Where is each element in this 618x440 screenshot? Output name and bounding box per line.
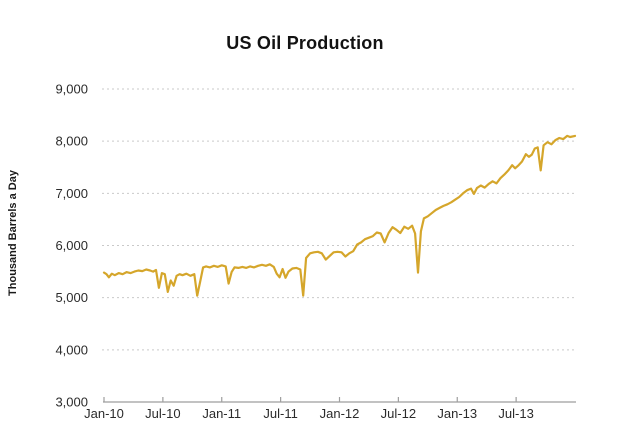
x-tick-label: Jan-10 <box>84 406 124 421</box>
y-tick-label: 5,000 <box>55 290 88 305</box>
y-tick-label: 8,000 <box>55 134 88 149</box>
x-tick-label: Jan-12 <box>320 406 360 421</box>
y-tick-label: 9,000 <box>55 82 88 97</box>
x-tick-label: Jul-10 <box>145 406 180 421</box>
x-tick-label: Jan-13 <box>437 406 477 421</box>
y-tick-label: 6,000 <box>55 238 88 253</box>
x-tick-label: Jan-11 <box>202 406 241 421</box>
x-tick-label: Jul-13 <box>498 406 533 421</box>
y-axis-title: Thousand Barrels a Day <box>7 170 19 296</box>
y-tick-label: 7,000 <box>55 186 88 201</box>
chart-title: US Oil Production <box>226 33 384 53</box>
y-tick-label: 3,000 <box>55 395 88 410</box>
x-tick-label: Jul-12 <box>381 406 416 421</box>
series-line-us-oil-production <box>102 134 577 297</box>
y-tick-label: 4,000 <box>55 342 88 357</box>
x-tick-label: Jul-11 <box>263 406 297 421</box>
